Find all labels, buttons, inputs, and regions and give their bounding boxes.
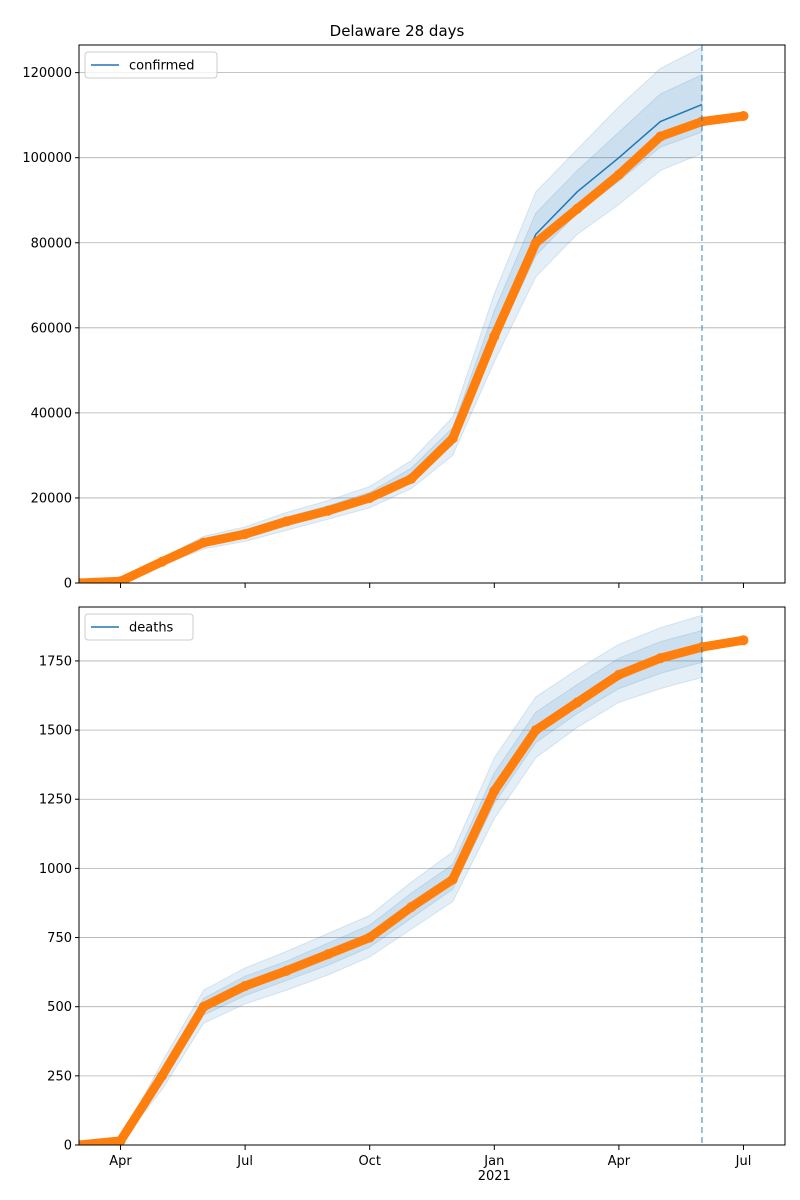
observed-point <box>489 331 500 342</box>
axes-frame <box>78 606 786 1146</box>
observed-point <box>323 505 334 516</box>
observed-point <box>323 949 334 960</box>
y-tick-label: 80000 <box>31 236 72 251</box>
observed-point <box>281 516 292 527</box>
chart-title: Delaware 28 days <box>330 22 465 40</box>
plot: 0 250 500 750 1000 1250 1500 1750 Apr Jul Oct Jan 20… <box>39 606 786 1184</box>
x-tick-label: Apr <box>608 1154 631 1169</box>
observed-point <box>281 965 292 976</box>
observed-point <box>240 980 251 991</box>
y-tick-label: 1500 <box>39 724 72 739</box>
band <box>79 46 703 583</box>
observed-point <box>157 1070 168 1081</box>
y-tick-label: 100000 <box>22 151 72 166</box>
observed-point <box>572 697 583 708</box>
y-tick-label: 1750 <box>39 654 72 669</box>
observed-point <box>79 1140 84 1145</box>
observed-point <box>447 874 458 885</box>
observed-line <box>79 111 748 583</box>
observed-point <box>364 492 375 503</box>
observed-point <box>738 635 749 646</box>
observed-point <box>115 1135 126 1145</box>
y-tick-label: 40000 <box>31 406 72 421</box>
observed-point <box>613 169 624 180</box>
series-area <box>79 614 749 1145</box>
observed-point <box>530 725 541 736</box>
y-tick-label: 1250 <box>39 793 72 808</box>
observed-point <box>198 1001 209 1012</box>
observed-point <box>157 556 168 567</box>
legend-label: deaths <box>129 621 174 636</box>
observed-point <box>530 237 541 248</box>
axes-frame <box>78 44 786 584</box>
y-tick-label: 1000 <box>39 862 72 877</box>
band <box>79 73 703 583</box>
y-tick-label: 0 <box>64 577 72 592</box>
observed-point <box>655 653 666 664</box>
observed-point <box>613 669 624 680</box>
x-tick-label: Jan 2021 <box>478 1154 511 1184</box>
y-tick-label: 60000 <box>31 321 72 336</box>
observed-point <box>198 537 209 548</box>
series-area <box>79 46 749 583</box>
legend-label: confirmed <box>129 59 195 74</box>
legend-box <box>84 613 194 641</box>
x-tick-label: Jul <box>735 1154 752 1169</box>
y-tick-label: 750 <box>47 931 72 946</box>
observed-point <box>406 473 417 484</box>
y-tick-label: 500 <box>47 1000 72 1015</box>
observed-point <box>489 785 500 796</box>
y-tick-label: 250 <box>47 1069 72 1084</box>
observed-point <box>447 433 458 444</box>
observed-point <box>406 902 417 913</box>
y-tick-label: 20000 <box>31 491 72 506</box>
observed-point <box>696 116 707 127</box>
observed-point <box>572 203 583 214</box>
observed-point <box>655 131 666 142</box>
x-tick-label: Oct <box>358 1154 380 1169</box>
observed-point <box>364 932 375 943</box>
legend-box <box>84 51 218 79</box>
plot: 0 20000 40000 60000 80000 100000 120000 confirm… <box>22 44 786 592</box>
observed-point <box>240 529 251 540</box>
observed-point <box>79 578 84 583</box>
y-tick-label: 120000 <box>22 66 72 81</box>
observed-point <box>115 576 126 583</box>
observed-point <box>738 111 749 122</box>
y-tick-label: 0 <box>64 1139 72 1154</box>
x-tick-label: Apr <box>109 1154 132 1169</box>
x-tick-label: Jul <box>236 1154 253 1169</box>
